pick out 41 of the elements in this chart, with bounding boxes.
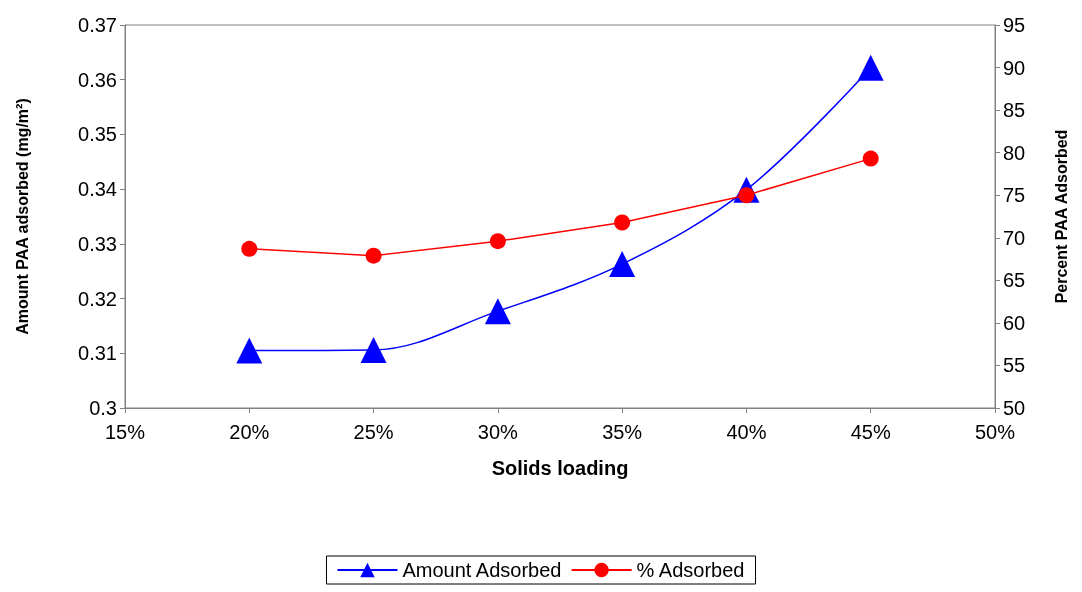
y-tick-label: 0.33 bbox=[78, 232, 117, 255]
x-tick-label: 40% bbox=[726, 421, 767, 443]
y2-tick-label: 80 bbox=[1003, 141, 1026, 164]
x-tick-label: 30% bbox=[477, 421, 519, 443]
y2-tick-label: 70 bbox=[1003, 226, 1026, 249]
y-tick-label: 0.34 bbox=[78, 178, 117, 201]
point bbox=[360, 337, 387, 363]
point bbox=[489, 233, 506, 250]
x-tick-label: 25% bbox=[353, 421, 394, 443]
y2-axis-title: Percent PAA Adsorbed bbox=[1052, 129, 1070, 304]
y-axis-title: Amount PAA adsorbed (mg/m²) bbox=[13, 98, 31, 335]
point bbox=[241, 240, 258, 257]
x-tick-label: 50% bbox=[974, 421, 1016, 443]
point bbox=[857, 54, 884, 81]
x-tick-label: 45% bbox=[850, 421, 891, 443]
y2-tick-label: 60 bbox=[1003, 311, 1026, 334]
y-tick-label: 0.37 bbox=[78, 14, 117, 36]
point bbox=[365, 247, 382, 264]
y-tick-label: 0.3 bbox=[89, 397, 117, 419]
y2-tick-label: 55 bbox=[1003, 354, 1026, 377]
x-tick-label: 35% bbox=[602, 421, 643, 443]
y-tick-label: 0.35 bbox=[78, 123, 117, 146]
legend-label: % Adsorbed bbox=[636, 559, 745, 581]
y-tick-label: 0.32 bbox=[78, 287, 117, 310]
x-tick-label: 15% bbox=[104, 421, 146, 443]
point bbox=[862, 150, 879, 167]
point bbox=[484, 298, 511, 325]
point bbox=[236, 337, 263, 364]
legend-label: Amount Adsorbed bbox=[402, 559, 562, 581]
y2-tick-label: 50 bbox=[1003, 397, 1026, 419]
y2-tick-label: 75 bbox=[1003, 184, 1026, 207]
y2-tick-label: 85 bbox=[1003, 99, 1026, 122]
point bbox=[609, 251, 636, 278]
x-tick-label: 20% bbox=[229, 421, 270, 443]
y2-tick-label: 65 bbox=[1003, 269, 1026, 292]
y2-tick-label: 90 bbox=[1003, 56, 1026, 79]
y-tick-label: 0.31 bbox=[78, 342, 117, 365]
point bbox=[614, 214, 631, 231]
y-tick-label: 0.36 bbox=[78, 68, 117, 91]
x-axis-title: Solids loading bbox=[491, 457, 629, 479]
y2-tick-label: 95 bbox=[1003, 14, 1026, 36]
